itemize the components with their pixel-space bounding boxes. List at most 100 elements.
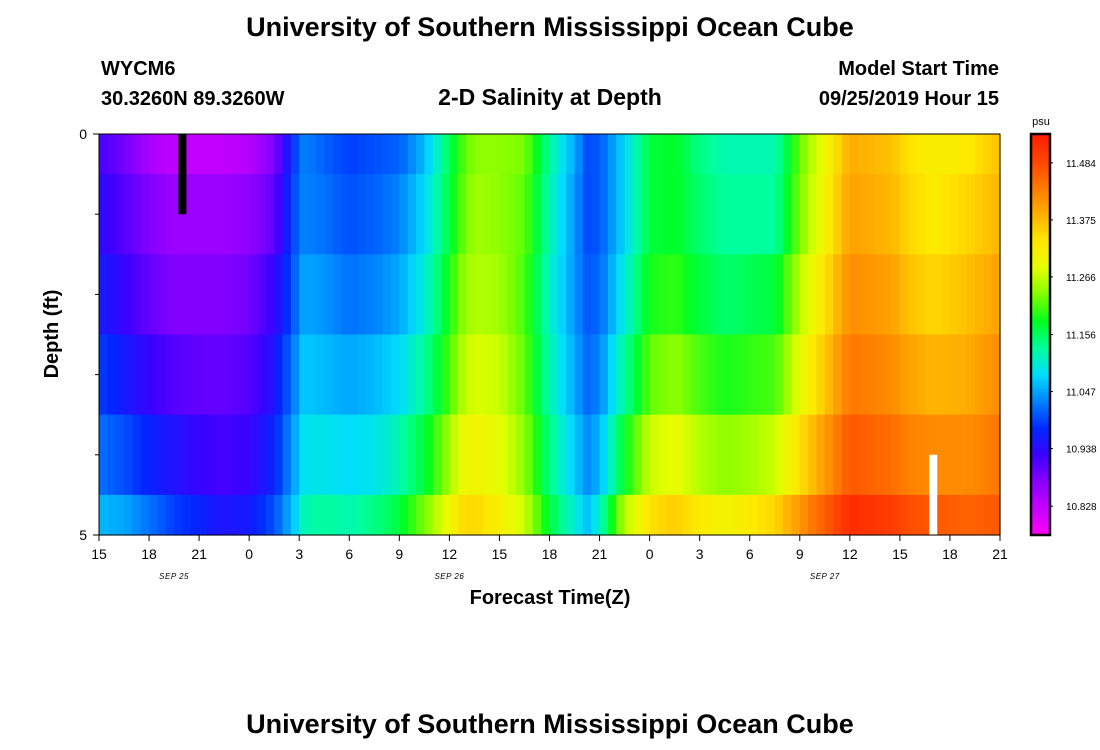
heatmap-cell	[641, 494, 651, 536]
colorbar-swatch	[1031, 287, 1050, 292]
heatmap-cell	[299, 414, 309, 496]
colorbar-swatch	[1031, 281, 1050, 285]
heatmap-cell	[365, 334, 375, 416]
heatmap-cell	[99, 254, 108, 336]
heatmap-cell	[591, 414, 601, 496]
heatmap-cell	[365, 414, 375, 496]
heatmap-cell	[799, 254, 809, 336]
heatmap-cell	[491, 414, 501, 496]
heatmap-cell	[99, 134, 108, 175]
heatmap-cell	[182, 414, 192, 496]
heatmap-cell	[240, 414, 250, 496]
heatmap-cell	[624, 134, 634, 175]
heatmap-cell	[315, 174, 325, 255]
heatmap-cell	[499, 254, 509, 336]
heatmap-cell	[974, 414, 984, 496]
heatmap-cell	[891, 254, 901, 336]
heatmap-cell	[758, 414, 767, 496]
x-tick-label: 12	[842, 546, 858, 562]
heatmap-cell	[357, 254, 367, 336]
heatmap-cell	[899, 174, 909, 255]
heatmap-cell	[482, 334, 492, 416]
heatmap-cells	[99, 134, 1001, 536]
heatmap-cell	[324, 174, 334, 255]
heatmap-cell	[874, 414, 884, 496]
heatmap-cell	[924, 254, 934, 336]
heatmap-cell	[382, 254, 392, 336]
heatmap-cell	[441, 174, 450, 255]
heatmap-cell	[315, 334, 325, 416]
heatmap-cell	[107, 174, 117, 255]
heatmap-cell	[949, 174, 959, 255]
heatmap-cell	[516, 494, 526, 536]
time-marker	[929, 454, 938, 535]
heatmap-cell	[199, 174, 209, 255]
heatmap-cell	[607, 334, 617, 416]
heatmap-cell	[307, 174, 317, 255]
colorbar-swatch	[1031, 424, 1050, 429]
heatmap-cell	[582, 334, 592, 416]
heatmap-cell	[374, 494, 384, 536]
heatmap-cell	[407, 254, 417, 336]
heatmap-cell	[507, 254, 517, 336]
colorbar-unit: psu	[1032, 116, 1050, 128]
colorbar-swatch	[1031, 391, 1050, 396]
heatmap-cell	[207, 414, 217, 496]
heatmap-cell	[699, 414, 709, 496]
colorbar-label: 11.047	[1066, 388, 1096, 399]
heatmap-cell	[674, 494, 684, 536]
heatmap-cell	[549, 494, 559, 536]
colorbar-swatch	[1031, 190, 1050, 195]
heatmap-cell	[657, 494, 667, 536]
colorbar-swatch	[1031, 411, 1050, 416]
colorbar-swatch	[1031, 327, 1050, 332]
heatmap-cell	[365, 134, 375, 175]
heatmap-cell	[399, 254, 409, 336]
colorbar-swatch	[1031, 157, 1050, 162]
heatmap-cell	[107, 134, 117, 175]
x-tick-label: 21	[992, 546, 1008, 562]
heatmap-cell	[724, 134, 734, 175]
heatmap-cell	[516, 334, 526, 416]
heatmap-cell	[983, 494, 993, 536]
heatmap-cell	[290, 174, 300, 255]
heatmap-cell	[908, 174, 918, 255]
heatmap-cell	[799, 334, 809, 416]
heatmap-cell	[474, 494, 484, 536]
heatmap-cell	[641, 414, 651, 496]
heatmap-cell	[224, 134, 234, 175]
heatmap-cell	[933, 254, 943, 336]
colorbar-swatch	[1031, 481, 1050, 486]
heatmap-cell	[741, 414, 751, 496]
heatmap-cell	[858, 334, 868, 416]
heatmap-cell	[741, 254, 751, 336]
heatmap-cell	[591, 334, 601, 416]
heatmap-cell	[466, 134, 476, 175]
colorbar-swatch	[1031, 274, 1050, 279]
heatmap-cell	[716, 174, 726, 255]
heatmap-cell	[666, 254, 676, 336]
heatmap-cell	[315, 414, 325, 496]
heatmap-cell	[457, 334, 467, 416]
heatmap-cell	[716, 134, 726, 175]
heatmap-cell	[724, 414, 734, 496]
heatmap-cell	[482, 414, 492, 496]
heatmap-cell	[324, 134, 334, 175]
heatmap-cell	[966, 134, 976, 175]
heatmap-cell	[833, 494, 843, 536]
heatmap-cell	[140, 494, 150, 536]
heatmap-cell	[491, 134, 501, 175]
colorbar-swatch	[1031, 210, 1050, 215]
heatmap-cell	[949, 334, 959, 416]
colorbar-swatch	[1031, 431, 1050, 436]
heatmap-cell	[749, 254, 759, 336]
colorbar-swatch	[1031, 357, 1050, 362]
heatmap-cell	[215, 334, 225, 416]
heatmap-cell	[132, 494, 142, 536]
heatmap-cell	[841, 134, 851, 175]
heatmap-cell	[532, 174, 542, 255]
colorbar-swatch	[1031, 234, 1050, 239]
heatmap-cell	[157, 174, 167, 255]
heatmap-cell	[407, 414, 417, 496]
heatmap-cell	[891, 494, 901, 536]
